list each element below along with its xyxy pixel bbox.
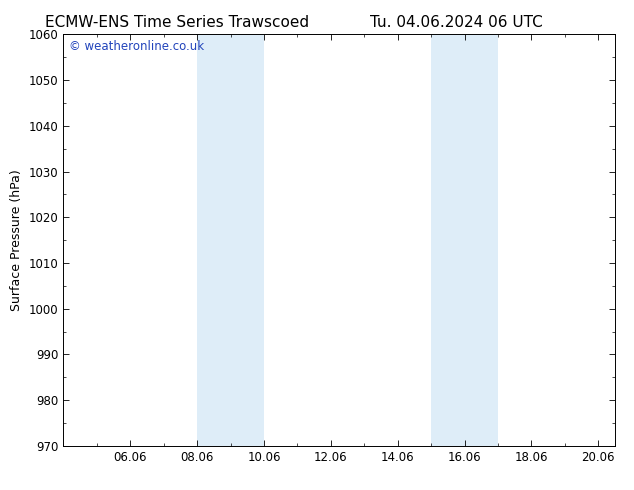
Text: ECMW-ENS Time Series Trawscoed: ECMW-ENS Time Series Trawscoed [46,15,309,30]
Y-axis label: Surface Pressure (hPa): Surface Pressure (hPa) [10,169,23,311]
Bar [197,34,231,446]
Bar [465,34,498,446]
Bar [431,34,465,446]
Text: Tu. 04.06.2024 06 UTC: Tu. 04.06.2024 06 UTC [370,15,543,30]
Bar [231,34,264,446]
Text: © weatheronline.co.uk: © weatheronline.co.uk [69,41,204,53]
